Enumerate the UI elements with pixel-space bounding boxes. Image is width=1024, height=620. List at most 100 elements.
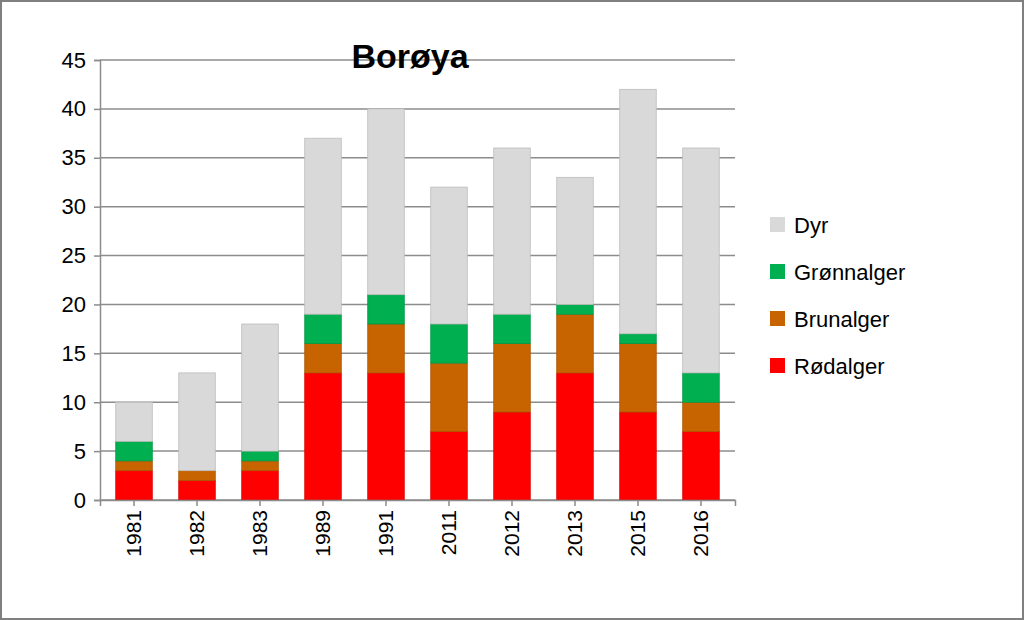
x-tick-label: 1983 xyxy=(248,510,271,557)
y-tick-mark xyxy=(94,304,100,306)
x-tick: 2013 xyxy=(563,500,586,557)
y-tick-label: 0 xyxy=(74,488,86,513)
bar xyxy=(557,177,594,304)
bar xyxy=(620,334,657,344)
y-tick-mark xyxy=(94,158,100,160)
bar xyxy=(683,148,720,373)
bar xyxy=(116,402,153,441)
legend-label: Rødalger xyxy=(794,354,884,379)
x-tick: 1981 xyxy=(122,500,145,557)
y-tick-label: 5 xyxy=(74,439,86,464)
x-tick-mark xyxy=(637,500,639,506)
y-tick: 10 xyxy=(62,390,100,415)
y-tick: 25 xyxy=(62,243,100,268)
bar xyxy=(431,432,468,500)
bar xyxy=(683,432,720,500)
y-axis-line xyxy=(94,61,101,501)
y-tick: 40 xyxy=(62,96,100,121)
bar xyxy=(431,363,468,431)
bar xyxy=(116,471,153,500)
bar-series xyxy=(116,89,720,470)
legend-label: Dyr xyxy=(794,213,828,238)
bar xyxy=(368,324,405,373)
legend: Dyr Grønnalger Brunalger Rødalger xyxy=(770,213,905,379)
y-tick-mark xyxy=(94,402,100,404)
y-tick: 35 xyxy=(62,145,100,170)
x-tick-label: 2011 xyxy=(437,510,460,555)
bar xyxy=(620,344,657,412)
x-tick: 1983 xyxy=(248,500,271,557)
x-tick-label: 1981 xyxy=(122,510,145,557)
bar xyxy=(431,187,468,324)
x-axis: 1981 1982 1983 1989 1991 2011 2012 2013 2015 2016 xyxy=(101,500,736,557)
bars xyxy=(116,89,720,500)
x-tick-mark xyxy=(259,500,261,506)
bar xyxy=(368,109,405,295)
bar xyxy=(620,89,657,333)
legend-item: Brunalger xyxy=(770,307,889,332)
legend-label: Brunalger xyxy=(794,307,889,332)
x-tick-label: 2013 xyxy=(563,510,586,557)
bar xyxy=(242,324,279,451)
x-tick: 1991 xyxy=(374,500,397,557)
y-tick: 5 xyxy=(74,439,100,464)
bar xyxy=(116,441,153,461)
y-tick-label: 20 xyxy=(62,292,86,317)
y-axis: 0 5 10 15 20 25 30 35 40 45 xyxy=(62,48,101,513)
y-tick-label: 35 xyxy=(62,145,86,170)
x-tick-mark xyxy=(448,500,450,506)
chart-title: Borøya xyxy=(351,37,469,75)
bar xyxy=(557,314,594,373)
y-tick-label: 10 xyxy=(62,390,86,415)
y-tick-label: 15 xyxy=(62,341,86,366)
bar xyxy=(242,451,279,461)
y-tick-label: 25 xyxy=(62,243,86,268)
bar xyxy=(242,471,279,500)
bar xyxy=(179,471,216,481)
x-tick: 2011 xyxy=(437,500,460,555)
x-tick-mark xyxy=(322,500,324,506)
bar xyxy=(305,138,342,314)
y-tick: 30 xyxy=(62,194,100,219)
x-tick: 1982 xyxy=(185,500,208,557)
x-tick-label: 2012 xyxy=(500,510,523,557)
x-tick-label: 1991 xyxy=(374,510,397,557)
x-axis-line xyxy=(101,501,736,507)
legend-swatch xyxy=(770,311,785,326)
bar xyxy=(683,373,720,402)
y-tick-mark xyxy=(94,353,100,355)
legend-item: Grønnalger xyxy=(770,260,905,285)
bar xyxy=(368,295,405,324)
bar xyxy=(620,412,657,500)
y-tick-mark xyxy=(94,500,100,502)
bar xyxy=(368,373,405,500)
legend-swatch xyxy=(770,217,785,232)
bar xyxy=(179,373,216,471)
bar xyxy=(557,304,594,314)
x-tick-mark xyxy=(700,500,702,506)
x-tick-mark xyxy=(196,500,198,506)
x-tick-mark xyxy=(511,500,513,506)
legend-item: Rødalger xyxy=(770,354,884,379)
y-tick: 45 xyxy=(62,48,100,73)
x-tick: 1989 xyxy=(311,500,334,557)
x-tick-label: 2015 xyxy=(626,510,649,557)
y-tick-mark xyxy=(94,451,100,453)
bar xyxy=(242,461,279,471)
y-tick-mark xyxy=(94,60,100,62)
bar xyxy=(494,412,531,500)
bar xyxy=(305,373,342,500)
y-tick-label: 45 xyxy=(62,48,86,73)
y-tick: 0 xyxy=(74,488,100,513)
bar xyxy=(683,402,720,431)
chart: 0 5 10 15 20 25 30 35 40 45 1981 1982 1983 1989 1991 20… xyxy=(0,0,1024,620)
x-tick-label: 1989 xyxy=(311,510,334,557)
y-tick-mark xyxy=(94,109,100,111)
bar xyxy=(179,480,216,500)
bar xyxy=(494,344,531,412)
x-tick: 2016 xyxy=(689,500,712,557)
legend-label: Grønnalger xyxy=(794,260,905,285)
y-tick-label: 30 xyxy=(62,194,86,219)
x-tick: 2012 xyxy=(500,500,523,557)
legend-item: Dyr xyxy=(770,213,828,238)
